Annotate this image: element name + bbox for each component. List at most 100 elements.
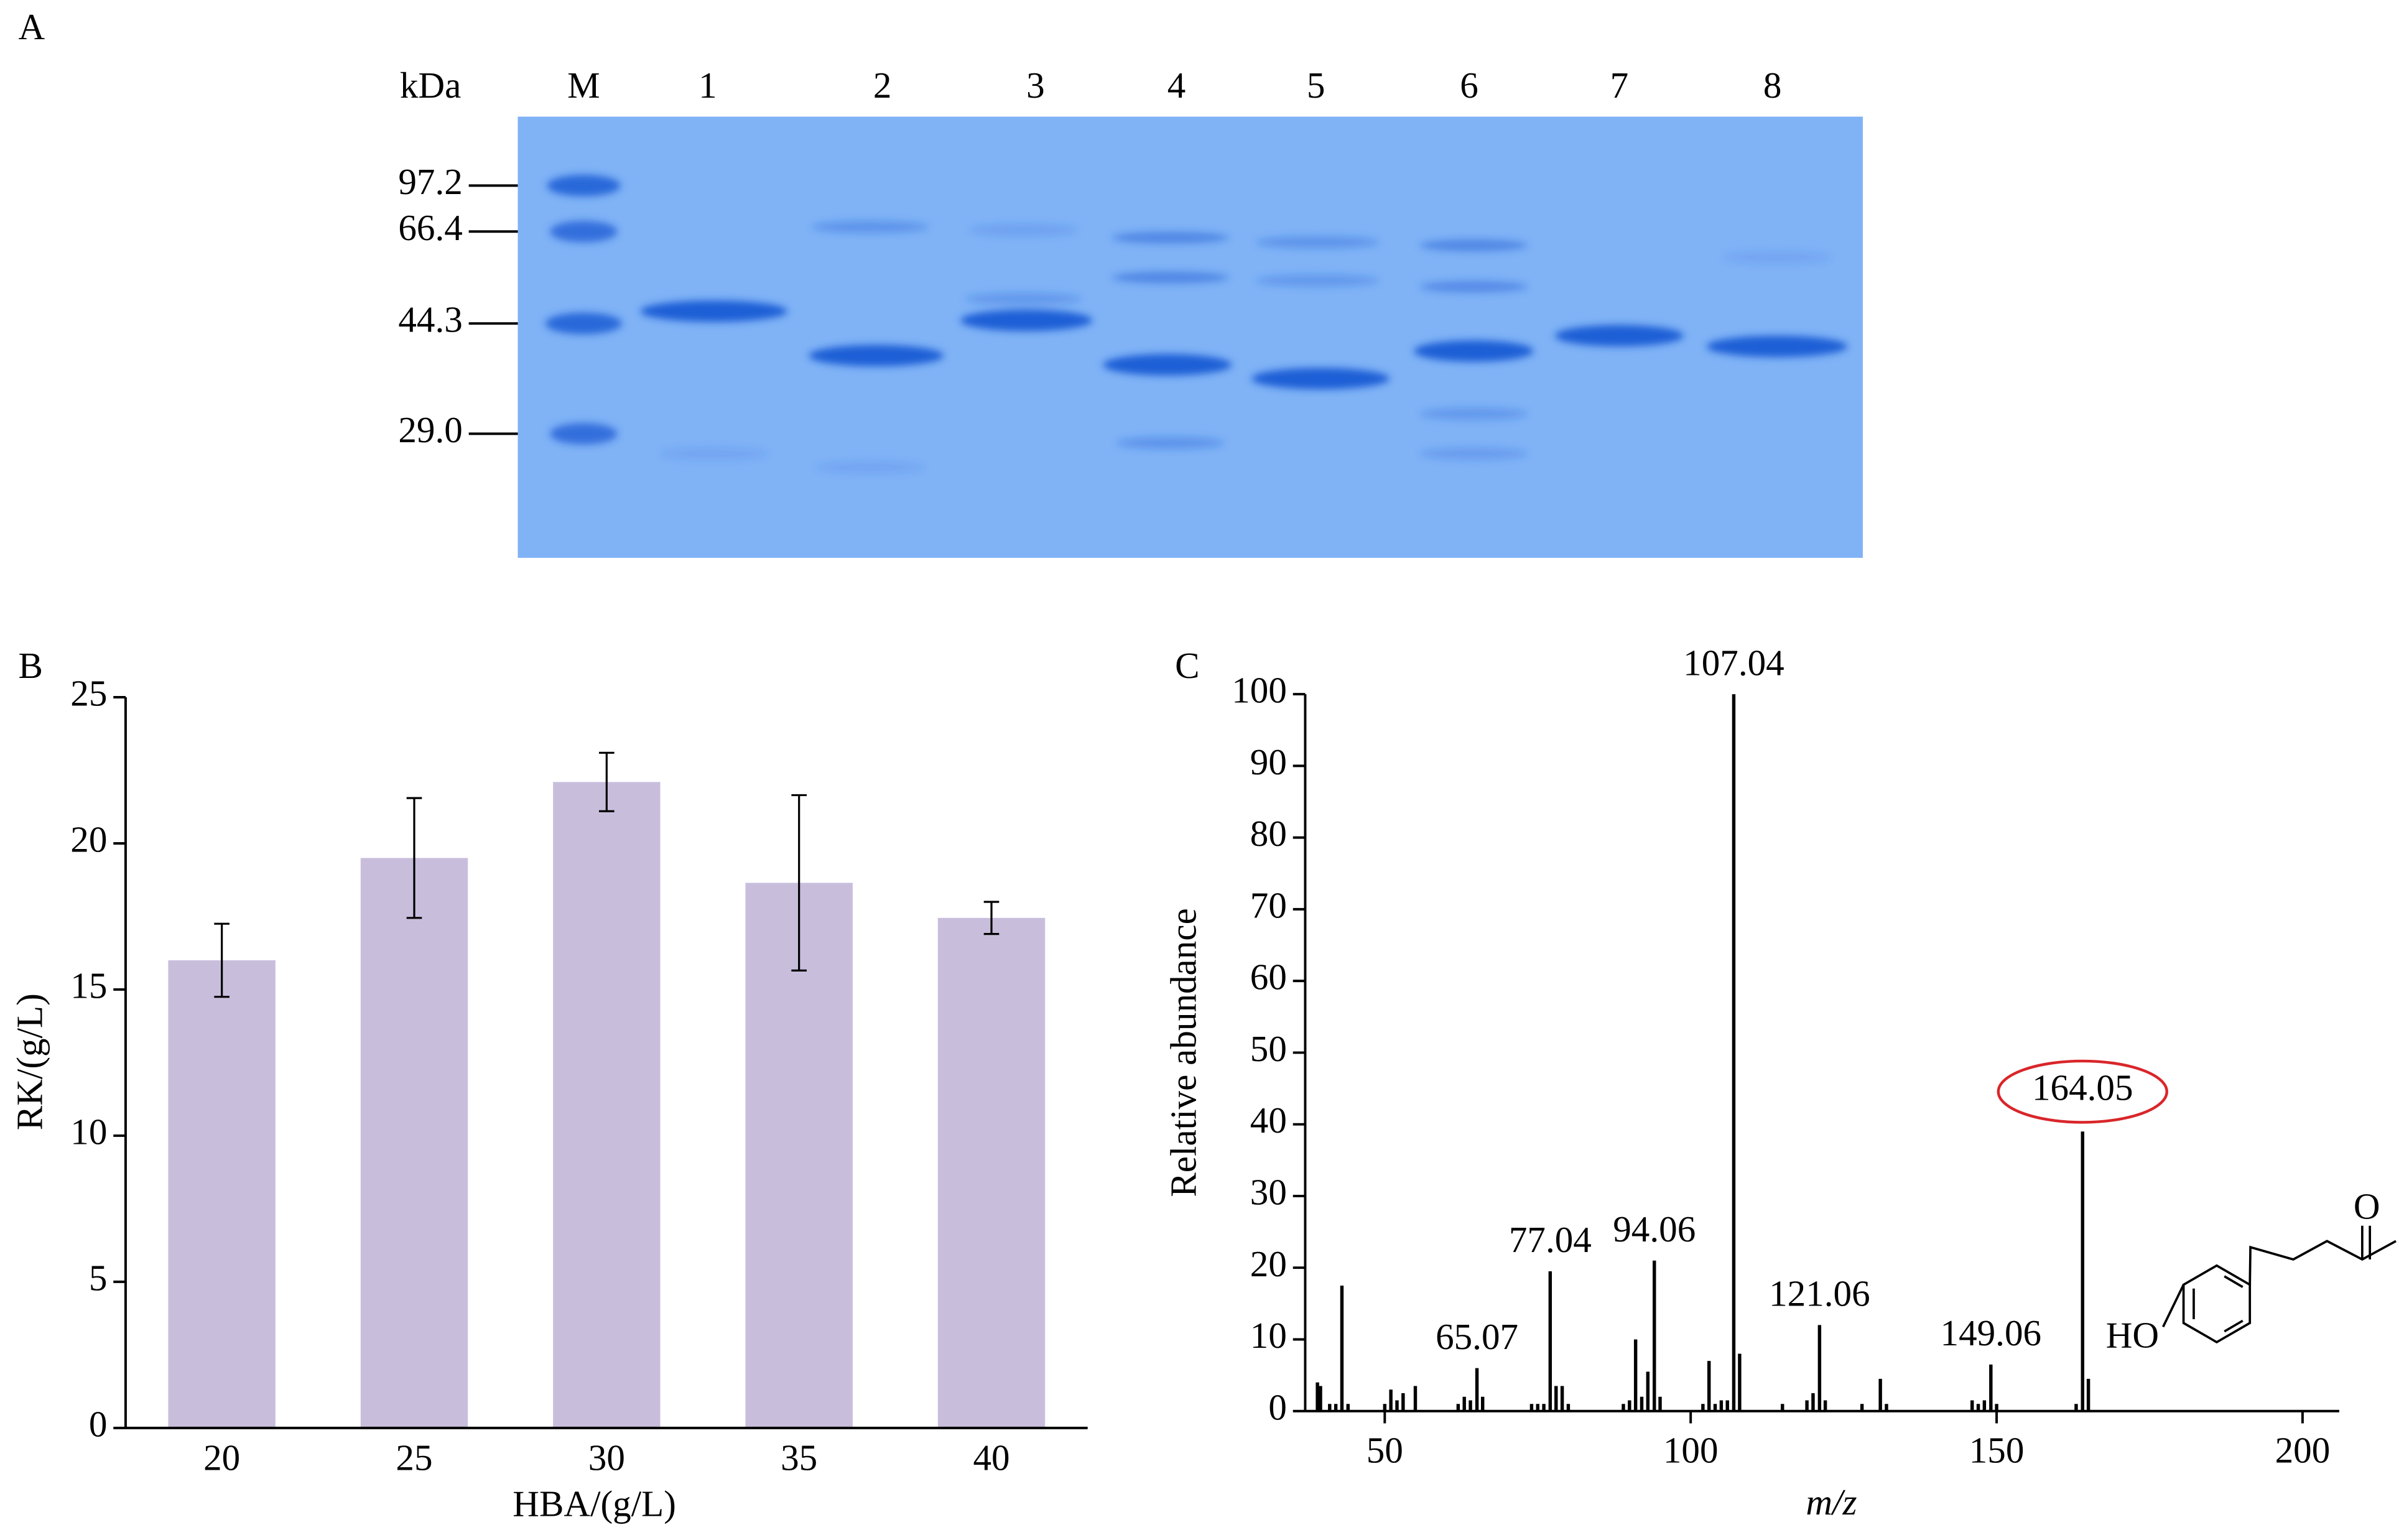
x-tick-label: 200 — [2275, 1429, 2331, 1470]
x-tick-label: 20 — [203, 1437, 240, 1478]
lane-label: 5 — [1307, 65, 1325, 106]
y-tick-label: 10 — [1250, 1315, 1287, 1356]
band — [1723, 251, 1831, 264]
band — [547, 175, 621, 197]
y-tick-label: 100 — [1232, 670, 1287, 711]
band — [809, 345, 944, 367]
y-tick-label: 10 — [70, 1111, 107, 1152]
x-axis-label: m/z — [1806, 1482, 1857, 1523]
peak-label: 121.06 — [1769, 1273, 1870, 1314]
band — [965, 292, 1082, 305]
y-tick-label: 15 — [70, 965, 107, 1006]
x-tick-label: 30 — [588, 1437, 625, 1478]
bar — [745, 883, 853, 1428]
lane-label: 6 — [1460, 65, 1478, 106]
band — [1706, 335, 1848, 358]
panel-letter: B — [19, 645, 43, 686]
band — [1112, 271, 1229, 284]
y-tick-label: 5 — [89, 1257, 108, 1298]
x-tick-label: 100 — [1663, 1429, 1719, 1470]
atom-label: HO — [2106, 1315, 2159, 1356]
lane-label: 8 — [1763, 65, 1782, 106]
error-bar — [791, 794, 807, 972]
band — [1251, 368, 1390, 389]
y-tick-label: 90 — [1250, 741, 1287, 782]
lane-label: 4 — [1167, 65, 1186, 106]
x-tick-label: 40 — [973, 1437, 1009, 1478]
y-axis-label: RK/(g/L) — [9, 993, 50, 1130]
structure — [2162, 1225, 2397, 1344]
peak-label: 164.05 — [2032, 1067, 2133, 1108]
band — [812, 221, 929, 233]
y-tick-label: 20 — [1250, 1243, 1287, 1284]
x-tick-label: 25 — [396, 1437, 432, 1478]
x-axis-label: HBA/(g/L) — [513, 1483, 676, 1524]
y-tick-label: 20 — [70, 819, 107, 860]
y-axis-label: Relative abundance — [1162, 908, 1204, 1197]
y-tick-label: 30 — [1250, 1172, 1287, 1213]
peak-label: 149.06 — [1941, 1312, 2042, 1353]
band — [545, 312, 622, 335]
band — [1256, 274, 1379, 287]
band — [640, 300, 787, 322]
peak-label: 77.04 — [1509, 1219, 1592, 1260]
bar — [937, 917, 1046, 1428]
bar — [168, 960, 276, 1428]
y-tick-label: 80 — [1250, 813, 1287, 854]
atom-label: O — [2354, 1186, 2380, 1227]
marker-label: 97.2 — [398, 161, 462, 202]
bond — [2224, 1319, 2244, 1333]
band — [1414, 340, 1534, 362]
lane-label: 1 — [698, 65, 717, 106]
x-tick-label: 35 — [781, 1437, 817, 1478]
error-bar — [406, 797, 422, 919]
lane-label: 3 — [1026, 65, 1045, 106]
y-tick-label: 40 — [1250, 1100, 1287, 1141]
y-tick-label: 60 — [1250, 957, 1287, 998]
highlight-circle — [1997, 1059, 2168, 1124]
peak-label: 65.07 — [1436, 1316, 1518, 1357]
band — [1420, 447, 1528, 460]
band — [660, 447, 768, 460]
error-bar — [214, 922, 230, 998]
y-tick-label: 70 — [1250, 884, 1287, 925]
band — [1103, 354, 1232, 376]
x-tick-label: 50 — [1367, 1429, 1403, 1470]
panel-letter: C — [1175, 645, 1199, 686]
band — [550, 221, 618, 243]
y-tick-label: 50 — [1250, 1028, 1287, 1069]
marker-label: 66.4 — [398, 207, 462, 248]
y-tick-label: 0 — [89, 1403, 108, 1444]
lane-label: M — [567, 65, 600, 106]
error-bar — [599, 751, 615, 812]
bands — [545, 175, 1848, 474]
panel-letter: A — [19, 6, 45, 47]
unit-label: kDa — [400, 65, 461, 106]
chain — [2248, 1240, 2397, 1285]
marker-label: 29.0 — [398, 409, 462, 450]
error-bar — [983, 901, 1000, 935]
band — [1256, 236, 1379, 249]
peak-label: 94.06 — [1613, 1208, 1696, 1250]
x-tick-label: 150 — [1969, 1429, 2025, 1470]
band — [1554, 325, 1684, 346]
band — [1420, 281, 1528, 293]
bond — [2162, 1284, 2185, 1328]
y-tick-label: 25 — [70, 673, 107, 714]
bar — [553, 782, 661, 1428]
band — [970, 223, 1077, 236]
band — [1420, 239, 1528, 252]
band — [816, 461, 924, 474]
band — [550, 423, 618, 445]
band — [1112, 231, 1229, 244]
y-tick-label: 0 — [1268, 1386, 1287, 1427]
bond — [2224, 1275, 2244, 1288]
lane-label: 2 — [873, 65, 892, 106]
peak-label: 107.04 — [1683, 642, 1784, 683]
band — [1116, 437, 1224, 450]
lane-label: 7 — [1610, 65, 1629, 106]
band — [960, 309, 1093, 332]
marker-label: 44.3 — [398, 299, 462, 340]
